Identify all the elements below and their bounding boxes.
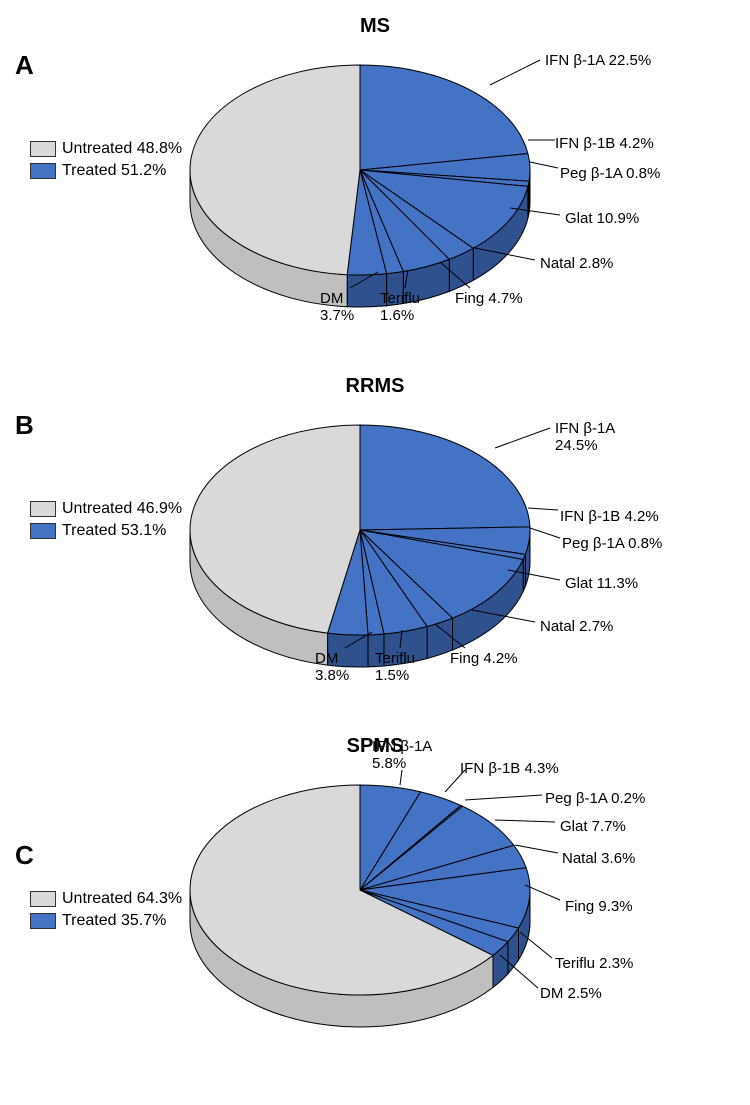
slice-label: IFN β-1A 22.5% bbox=[545, 52, 651, 69]
slice-label: Peg β-1A 0.2% bbox=[545, 790, 645, 807]
slice-label: Natal 2.8% bbox=[540, 255, 613, 272]
slice-label: IFN β-1B 4.2% bbox=[560, 508, 659, 525]
slice-label: DM3.8% bbox=[315, 650, 349, 684]
slice-label: IFN β-1B 4.3% bbox=[460, 760, 559, 777]
slice-label: IFN β-1A24.5% bbox=[555, 420, 615, 454]
pie-wrap bbox=[0, 730, 750, 1095]
slice-label: IFN β-1A5.8% bbox=[372, 738, 432, 772]
slice-label: Fing 4.2% bbox=[450, 650, 518, 667]
slice-label: Fing 4.7% bbox=[455, 290, 523, 307]
panel-B: BRRMSUntreated 46.9%Treated 53.1%IFN β-1… bbox=[0, 370, 750, 730]
slice-label: Fing 9.3% bbox=[565, 898, 633, 915]
slice-label: Peg β-1A 0.8% bbox=[560, 165, 660, 182]
slice-label: Natal 3.6% bbox=[562, 850, 635, 867]
pie-chart bbox=[0, 730, 750, 1090]
slice-label: Teriflu 2.3% bbox=[555, 955, 633, 972]
slice-label: Peg β-1A 0.8% bbox=[562, 535, 662, 552]
slice-label: DM3.7% bbox=[320, 290, 354, 324]
panel-C: CSPMSUntreated 64.3%Treated 35.7%IFN β-1… bbox=[0, 730, 750, 1090]
slice-label: Glat 11.3% bbox=[565, 575, 638, 592]
pie-slice bbox=[360, 65, 528, 170]
slice-label: Natal 2.7% bbox=[540, 618, 613, 635]
slice-label: Teriflu1.5% bbox=[375, 650, 415, 684]
slice-label: IFN β-1B 4.2% bbox=[555, 135, 654, 152]
slice-label: DM 2.5% bbox=[540, 985, 602, 1002]
panel-A: AMSUntreated 48.8%Treated 51.2%IFN β-1A … bbox=[0, 10, 750, 370]
slice-label: Glat 7.7% bbox=[560, 818, 626, 835]
slice-label: Glat 10.9% bbox=[565, 210, 639, 227]
pie-slice bbox=[360, 425, 530, 530]
slice-label: Teriflu1.6% bbox=[380, 290, 420, 324]
